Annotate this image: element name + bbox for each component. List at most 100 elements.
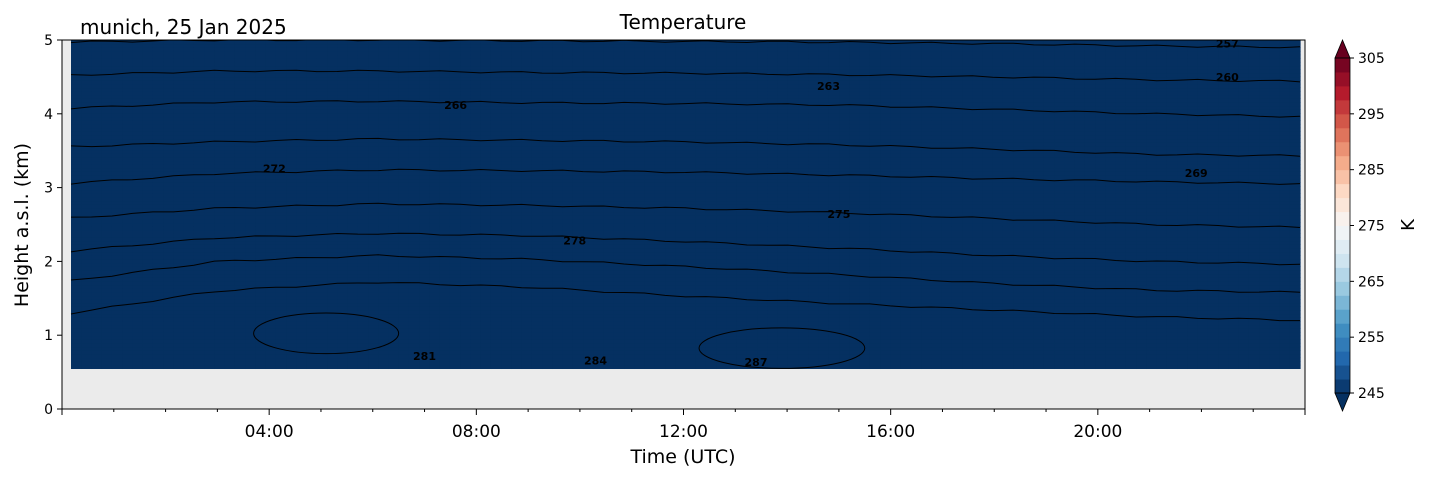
temperature-cell — [603, 299, 615, 304]
temperature-cell — [408, 317, 420, 322]
temperature-cell — [286, 215, 297, 220]
temperature-cell — [429, 339, 441, 344]
temperature-cell — [542, 153, 553, 158]
temperature-cell — [480, 277, 492, 282]
temperature-cell — [214, 357, 226, 362]
temperature-cell — [449, 83, 461, 89]
temperature-cell — [81, 218, 93, 224]
temperature-cell — [183, 160, 195, 165]
temperature-cell — [214, 116, 226, 121]
temperature-cell — [193, 240, 205, 245]
temperature-cell — [368, 91, 379, 96]
temperature-cell — [419, 189, 431, 194]
temperature-cell — [624, 145, 635, 151]
temperature-cell — [81, 131, 93, 136]
temperature-cell — [337, 269, 349, 275]
temperature-cell — [173, 262, 185, 267]
temperature-cell — [593, 284, 605, 289]
temperature-cell — [398, 50, 410, 56]
temperature-cell — [71, 328, 82, 333]
temperature-cell — [613, 109, 625, 114]
temperature-cell — [204, 240, 215, 245]
temperature-cell — [419, 47, 431, 52]
temperature-cell — [439, 295, 451, 300]
temperature-cell — [327, 346, 338, 351]
temperature-cell — [562, 266, 574, 271]
temperature-cell — [306, 80, 318, 85]
temperature-cell — [122, 43, 134, 48]
temperature-cell — [142, 295, 154, 300]
temperature-cell — [265, 277, 277, 282]
temperature-cell — [429, 306, 441, 311]
temperature-cell — [583, 94, 594, 99]
temperature-cell — [593, 324, 605, 329]
temperature-cell — [234, 328, 246, 333]
temperature-cell — [91, 295, 103, 300]
temperature-cell — [460, 251, 472, 256]
temperature-cell — [388, 229, 400, 234]
temperature-cell — [429, 353, 441, 359]
temperature-cell — [224, 353, 236, 359]
temperature-cell — [142, 342, 154, 348]
temperature-cell — [163, 83, 175, 89]
temperature-cell — [572, 255, 584, 260]
temperature-cell — [460, 98, 472, 103]
temperature-cell — [173, 226, 185, 231]
temperature-cell — [111, 83, 123, 89]
temperature-cell — [624, 244, 635, 249]
temperature-cell — [419, 244, 431, 249]
temperature-cell — [296, 127, 308, 132]
temperature-cell — [634, 266, 646, 271]
temperature-cell — [224, 204, 236, 209]
temperature-cell — [265, 269, 277, 275]
temperature-cell — [347, 83, 359, 89]
temperature-cell — [214, 247, 226, 253]
temperature-cell — [501, 40, 512, 45]
temperature-cell — [449, 342, 461, 348]
temperature-cell — [234, 320, 246, 326]
temperature-cell — [470, 317, 482, 322]
temperature-cell — [613, 277, 625, 282]
temperature-cell — [357, 61, 369, 67]
temperature-cell — [501, 204, 512, 209]
temperature-cell — [624, 182, 635, 187]
temperature-cell — [255, 58, 267, 63]
temperature-cell — [419, 211, 431, 216]
temperature-cell — [111, 222, 123, 227]
temperature-cell — [603, 131, 615, 136]
temperature-cell — [91, 284, 103, 289]
temperature-cell — [501, 112, 512, 118]
temperature-cell — [142, 302, 154, 307]
temperature-cell — [183, 353, 195, 359]
temperature-cell — [603, 291, 615, 297]
temperature-cell — [163, 240, 175, 245]
temperature-cell — [429, 218, 441, 224]
temperature-cell — [132, 335, 144, 340]
temperature-cell — [408, 266, 420, 271]
temperature-cell — [378, 200, 390, 205]
temperature-cell — [460, 218, 472, 224]
temperature-cell — [408, 328, 420, 333]
temperature-cell — [152, 142, 164, 147]
temperature-cell — [111, 299, 123, 304]
temperature-cell — [624, 142, 635, 147]
temperature-cell — [470, 328, 482, 333]
temperature-cell — [142, 50, 154, 56]
temperature-cell — [152, 350, 164, 355]
temperature-cell — [470, 69, 482, 74]
temperature-cell — [224, 207, 236, 213]
temperature-cell — [214, 335, 226, 340]
temperature-cell — [460, 196, 472, 202]
temperature-cell — [296, 43, 308, 48]
temperature-cell — [419, 353, 431, 359]
temperature-cell — [378, 175, 390, 180]
temperature-cell — [593, 47, 605, 52]
temperature-cell — [152, 258, 164, 264]
temperature-cell — [429, 324, 441, 329]
temperature-cell — [460, 123, 472, 129]
temperature-cell — [316, 313, 328, 318]
temperature-cell — [347, 54, 359, 59]
temperature-cell — [327, 317, 338, 322]
temperature-cell — [337, 240, 349, 245]
temperature-cell — [163, 87, 175, 92]
